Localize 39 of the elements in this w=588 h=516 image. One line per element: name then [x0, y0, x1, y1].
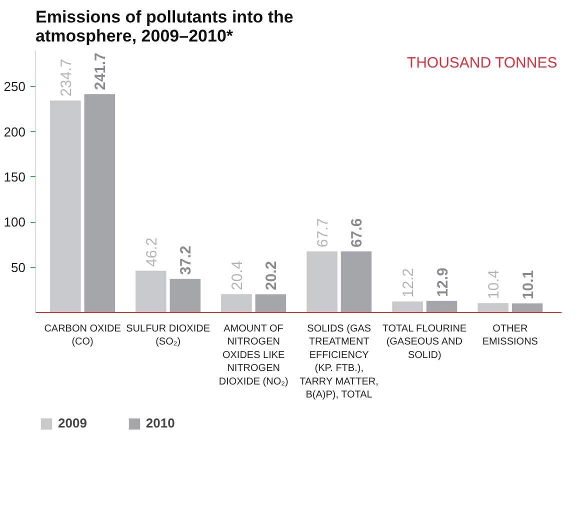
bar	[512, 303, 543, 312]
data-label: 67.7	[314, 218, 332, 248]
y-tick-label: 200	[4, 124, 26, 140]
bar	[255, 294, 286, 312]
x-tick-label: AMOUNT OF NITROGEN OXIDES LIKE NITROGEN DIOXIDE (NO₂)	[218, 324, 288, 388]
data-label: 234.7	[58, 58, 75, 96]
bar	[170, 278, 201, 312]
x-tick-label: OTHER EMISSIONS	[482, 324, 538, 348]
data-label: 12.9	[434, 268, 452, 297]
y-tick-label: 250	[4, 79, 26, 94]
bar	[306, 251, 338, 312]
legend-label: 2010	[146, 416, 175, 430]
x-tick-label: TOTAL FLOURINE (GASEOUS AND SOLID)	[382, 324, 467, 361]
legend-label: 2009	[58, 416, 87, 430]
data-label: 10.4	[486, 270, 503, 300]
data-label: 241.7	[92, 52, 110, 90]
data-label: 20.4	[228, 260, 246, 290]
data-label: 10.1	[520, 270, 537, 300]
chart-subtitle: THOUSAND TONNES	[406, 54, 558, 72]
data-label: 37.2	[178, 246, 195, 275]
x-tick-label: SOLIDS (GAS TREATMENT EFFICIENCY (KP. FTB.), TARRY MATTER, B(A)P), TOTAL	[300, 324, 378, 400]
x-tick-label: CARBON OXIDE (CO)	[44, 324, 122, 348]
chart-title: Emissions of pollutants into the atmosphere, 2009–2010*	[36, 8, 294, 46]
y-tick-label: 100	[4, 214, 26, 230]
data-label: 67.6	[348, 218, 366, 248]
bar	[392, 301, 423, 312]
y-tick-label: 150	[4, 169, 26, 184]
bar	[136, 270, 166, 312]
bar	[50, 100, 81, 312]
bar	[426, 300, 458, 312]
data-label: 46.2	[143, 238, 160, 267]
bar	[221, 294, 252, 312]
y-tick-label: 50	[11, 260, 26, 275]
bar	[84, 94, 116, 312]
x-tick-label: SULFUR DIOXIDE (SO₂)	[126, 324, 210, 348]
bar	[478, 303, 508, 312]
bar	[340, 251, 372, 312]
data-label: 12.2	[400, 268, 418, 298]
data-label: 20.2	[263, 261, 280, 290]
